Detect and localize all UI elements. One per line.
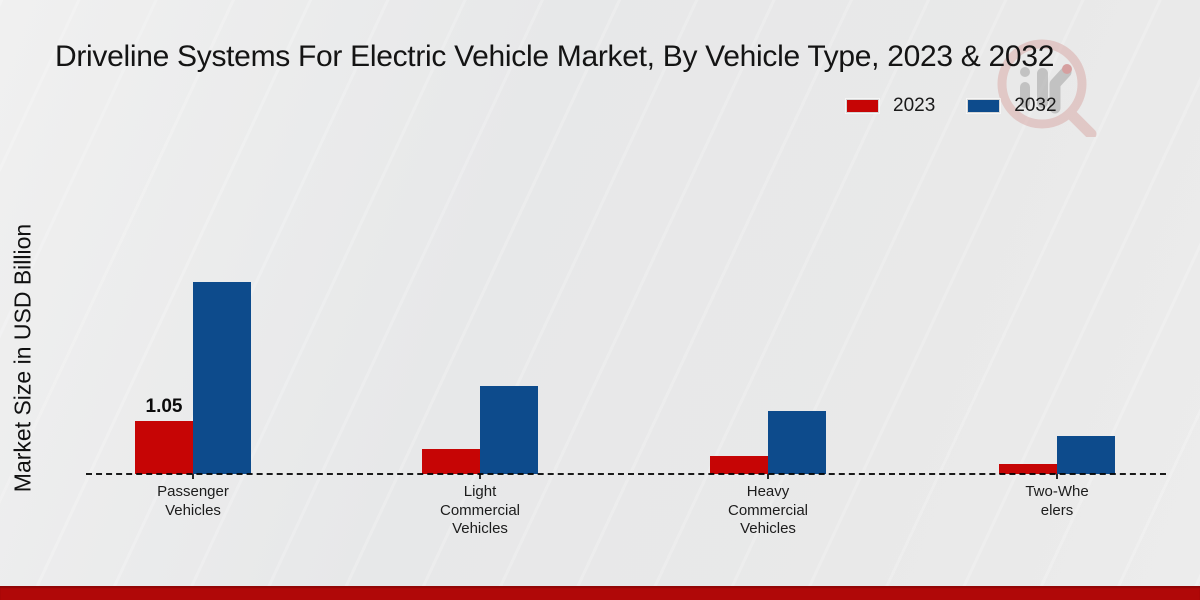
bar-2032-two-wheelers <box>1057 436 1115 474</box>
bar-2023-passenger-vehicles <box>135 421 193 474</box>
x-axis-tick-passenger-vehicles <box>192 474 194 479</box>
x-axis-category-label-passenger-vehicles: Passenger Vehicles <box>157 483 229 519</box>
x-axis-tick-heavy-commercial-vehicles <box>767 474 769 479</box>
bar-2032-heavy-commercial-vehicles <box>768 411 826 474</box>
x-axis-category-label-two-wheelers: Two-Whe elers <box>1025 483 1089 519</box>
legend-item-2023: 2023 <box>846 95 935 117</box>
mrfr-watermark-logo <box>997 39 1097 137</box>
bar-2023-light-commercial-vehicles <box>422 449 480 474</box>
footer-accent-bar <box>0 586 1200 600</box>
x-axis-baseline <box>86 472 1166 475</box>
bar-2023-two-wheelers <box>999 464 1057 474</box>
x-axis-tick-light-commercial-vehicles <box>479 474 481 479</box>
legend-swatch-2032-icon <box>967 99 1001 113</box>
chart-title: Driveline Systems For Electric Vehicle M… <box>55 40 1055 73</box>
bar-2032-light-commercial-vehicles <box>480 386 538 474</box>
x-axis-category-label-heavy-commercial-vehicles: Heavy Commercial Vehicles <box>727 483 808 537</box>
bar-2032-passenger-vehicles <box>193 282 251 474</box>
legend-label-2032: 2032 <box>1014 95 1057 116</box>
legend-item-2032: 2032 <box>967 95 1057 117</box>
x-axis-tick-two-wheelers <box>1056 474 1058 479</box>
legend-swatch-2023-icon <box>846 99 879 113</box>
legend-label-2023: 2023 <box>893 95 936 116</box>
x-axis-category-label-light-commercial-vehicles: Light Commercial Vehicles <box>439 483 520 537</box>
legend: 2023 2032 <box>846 95 1057 117</box>
bar-2023-heavy-commercial-vehicles <box>710 456 768 474</box>
bar-value-label: 1.05 <box>145 396 183 417</box>
